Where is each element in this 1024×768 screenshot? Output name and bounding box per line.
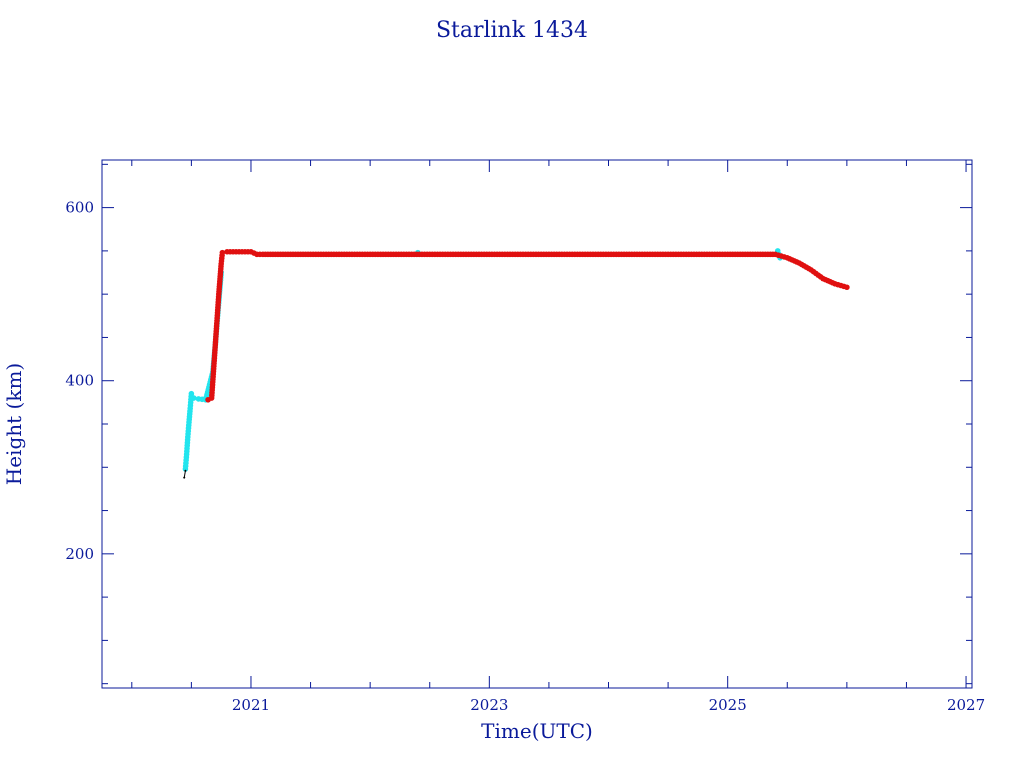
cyan-point: [190, 395, 197, 401]
y-axis-label: Height (km): [2, 363, 26, 485]
red-point: [844, 284, 850, 291]
y-tick-label: 400: [65, 372, 94, 390]
chart-title: Starlink 1434: [436, 18, 588, 43]
y-tick-label: 200: [65, 545, 94, 563]
x-tick-label: 2025: [709, 696, 747, 714]
y-tick-label: 600: [65, 199, 94, 217]
data-points: [182, 248, 850, 479]
red-point: [219, 249, 226, 256]
x-tick-label: 2021: [232, 696, 270, 714]
x-tick-label: 2023: [470, 696, 508, 714]
x-axis-label: Time(UTC): [481, 719, 593, 743]
x-tick-label: 2027: [947, 696, 985, 714]
cyan-point: [188, 390, 195, 397]
plot-frame: [101, 159, 973, 689]
axis-ticks: 2021 2023 2025 2027 200 400 600: [65, 160, 985, 714]
black-trace: [183, 470, 186, 478]
